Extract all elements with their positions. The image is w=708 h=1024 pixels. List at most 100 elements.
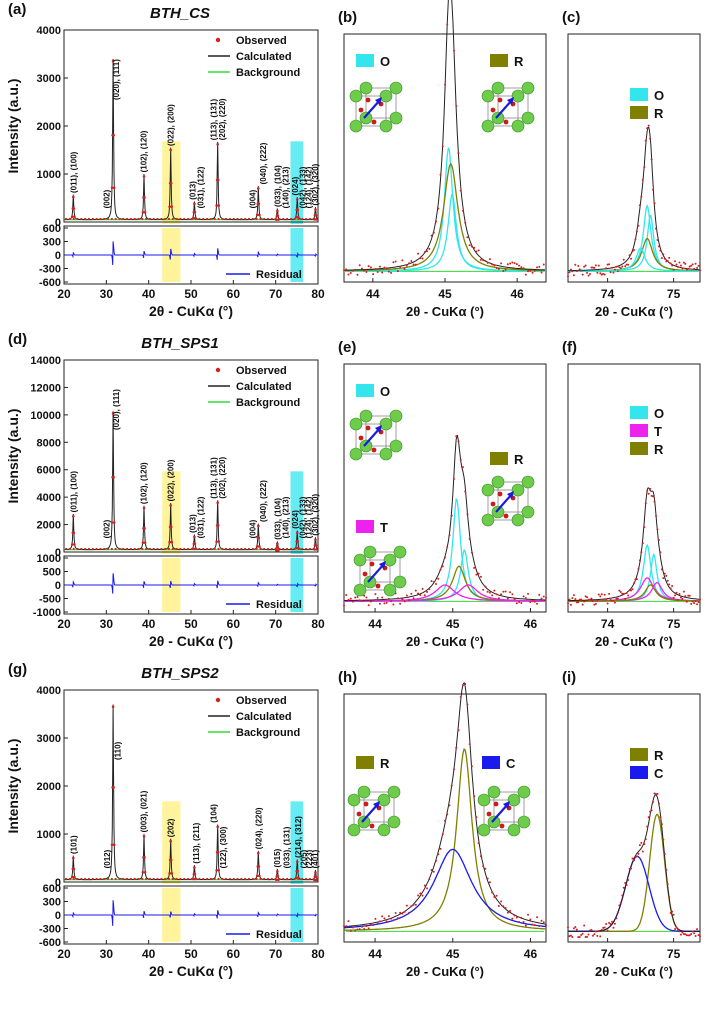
x-tick-label-d: 20 bbox=[57, 617, 71, 631]
cell-edge bbox=[497, 87, 529, 119]
residual-label-g: Residual bbox=[256, 929, 302, 941]
observed-point-e bbox=[367, 604, 370, 607]
observed-point-d bbox=[194, 547, 197, 551]
observed-point-b bbox=[511, 261, 514, 264]
observed-point-a bbox=[186, 217, 190, 221]
observed-point-f bbox=[605, 598, 608, 601]
observed-point-a bbox=[263, 217, 266, 221]
observed-point-i bbox=[567, 926, 569, 929]
observed-point-a bbox=[297, 217, 300, 221]
observed-point-i bbox=[596, 934, 599, 937]
observed-point-b bbox=[430, 234, 433, 237]
observed-point-e bbox=[439, 568, 442, 571]
observed-point-e bbox=[504, 590, 507, 593]
observed-point-g bbox=[168, 872, 171, 875]
observed-point-i bbox=[669, 911, 672, 914]
observed-point-c bbox=[674, 260, 677, 263]
observed-point-i bbox=[678, 930, 681, 933]
observed-point-b bbox=[390, 271, 393, 274]
observed-point-c bbox=[603, 273, 606, 276]
observed-point-c bbox=[633, 249, 635, 252]
observed-point-c bbox=[575, 269, 578, 272]
x-tick-label-a: 30 bbox=[100, 287, 114, 301]
crystal-structure-icon bbox=[347, 785, 401, 837]
observed-point-e bbox=[455, 435, 458, 438]
observed-point-d bbox=[141, 547, 144, 551]
observed-point-c bbox=[635, 230, 638, 233]
observed-point-h bbox=[358, 928, 361, 931]
observed-point-g bbox=[205, 877, 209, 881]
observed-point-d bbox=[285, 547, 289, 551]
observed-point-d bbox=[114, 547, 117, 551]
legend-label-g: Calculated bbox=[236, 711, 292, 723]
observed-point-e bbox=[446, 546, 449, 549]
observed-point-i bbox=[649, 810, 652, 813]
observed-point-g bbox=[289, 877, 293, 881]
observed-point-i bbox=[586, 935, 589, 938]
legend-label-g: Background bbox=[236, 727, 300, 739]
observed-point-d bbox=[314, 538, 317, 541]
observed-point-b bbox=[522, 267, 525, 270]
residual-tick-label-d: 500 bbox=[43, 567, 61, 579]
observed-point-g bbox=[73, 875, 76, 879]
ba-atom bbox=[383, 553, 397, 567]
observed-point-h bbox=[529, 918, 532, 921]
observed-point-a bbox=[99, 217, 102, 221]
observed-point-f bbox=[603, 593, 606, 596]
observed-point-g bbox=[103, 877, 106, 881]
observed-point-i bbox=[574, 926, 577, 929]
polarization-arrow bbox=[491, 803, 509, 823]
observed-point-i bbox=[587, 933, 590, 936]
observed-point-a bbox=[236, 217, 239, 221]
observed-point-a bbox=[293, 217, 296, 221]
observed-point-g bbox=[255, 877, 258, 881]
observed-point-h bbox=[479, 855, 482, 858]
observed-point-f bbox=[684, 595, 687, 598]
o-atom bbox=[356, 811, 362, 817]
o-atom bbox=[369, 561, 375, 567]
observed-point-b bbox=[468, 244, 471, 247]
o-atom bbox=[358, 107, 364, 113]
observed-point-i bbox=[660, 823, 663, 826]
observed-point-h bbox=[464, 682, 467, 685]
observed-point-h bbox=[423, 884, 426, 887]
peak-label-a: (011), (100) bbox=[69, 151, 78, 193]
y-tick-label-d: 0 bbox=[55, 547, 61, 559]
component-peak-b bbox=[344, 147, 545, 272]
y-tick-label-g: 4000 bbox=[37, 685, 61, 697]
observed-point-g bbox=[70, 875, 74, 879]
observed-point-g bbox=[216, 850, 220, 854]
observed-point-d bbox=[72, 547, 75, 551]
observed-point-g bbox=[247, 877, 251, 881]
observed-point-c bbox=[567, 275, 569, 278]
observed-point-h bbox=[374, 917, 377, 920]
observed-point-g bbox=[285, 877, 289, 881]
observed-point-d bbox=[129, 547, 132, 551]
observed-point-d bbox=[110, 521, 114, 524]
residual-tick-label-g: 600 bbox=[43, 883, 61, 895]
observed-point-g bbox=[110, 843, 114, 847]
ba-atom bbox=[357, 815, 371, 829]
observed-point-i bbox=[618, 904, 621, 907]
cell-edge bbox=[355, 423, 387, 455]
observed-point-a bbox=[168, 205, 171, 208]
observed-point-a bbox=[314, 213, 318, 217]
observed-point-c bbox=[596, 271, 599, 274]
observed-point-g bbox=[295, 860, 299, 864]
observed-point-e bbox=[356, 596, 359, 599]
observed-point-e bbox=[421, 587, 424, 590]
observed-point-h bbox=[448, 804, 451, 807]
observed-point-a bbox=[179, 217, 182, 221]
observed-point-b bbox=[486, 261, 489, 264]
observed-point-g bbox=[251, 877, 254, 881]
observed-point-h bbox=[378, 920, 381, 923]
peak-label-g: (012) bbox=[103, 849, 112, 868]
observed-point-e bbox=[403, 600, 406, 603]
peak-label-a: (002) bbox=[102, 189, 111, 208]
observed-point-a bbox=[137, 217, 140, 221]
observed-point-e bbox=[497, 597, 500, 600]
observed-point-a bbox=[194, 217, 197, 221]
observed-point-f bbox=[640, 551, 643, 554]
observed-point-f bbox=[675, 591, 678, 594]
observed-point-g bbox=[95, 877, 98, 881]
